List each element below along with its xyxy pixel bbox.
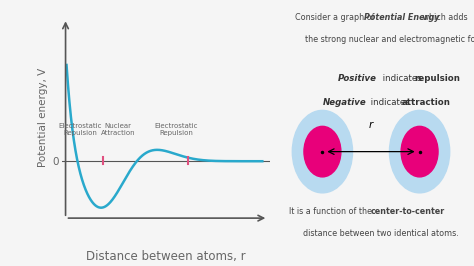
Text: distance between two identical atoms.: distance between two identical atoms. — [303, 229, 459, 238]
Text: Positive: Positive — [338, 74, 377, 84]
Text: It is a function of the: It is a function of the — [289, 207, 375, 217]
Text: Distance between atoms, r: Distance between atoms, r — [86, 250, 246, 263]
Circle shape — [390, 110, 450, 193]
Text: center-to-center: center-to-center — [371, 207, 445, 217]
Text: repulsion: repulsion — [414, 74, 460, 84]
Text: Consider a graph of: Consider a graph of — [295, 13, 377, 22]
Text: indicates: indicates — [380, 74, 424, 84]
Text: Electrostatic
Repulsion: Electrostatic Repulsion — [155, 123, 198, 136]
Text: attraction: attraction — [402, 98, 451, 107]
Text: Nuclear
Attraction: Nuclear Attraction — [100, 123, 135, 136]
Circle shape — [401, 126, 438, 177]
Circle shape — [304, 126, 341, 177]
Text: which adds: which adds — [419, 13, 467, 22]
Text: Electrostatic
Repulsion: Electrostatic Repulsion — [59, 123, 102, 136]
Text: r: r — [369, 120, 373, 130]
Y-axis label: Potential energy, V: Potential energy, V — [38, 67, 48, 167]
Text: indicates: indicates — [368, 98, 412, 107]
Text: Potential Energy: Potential Energy — [364, 13, 440, 22]
Circle shape — [292, 110, 353, 193]
Text: the strong nuclear and electromagnetic forces.: the strong nuclear and electromagnetic f… — [305, 35, 474, 44]
Text: Negative: Negative — [322, 98, 366, 107]
